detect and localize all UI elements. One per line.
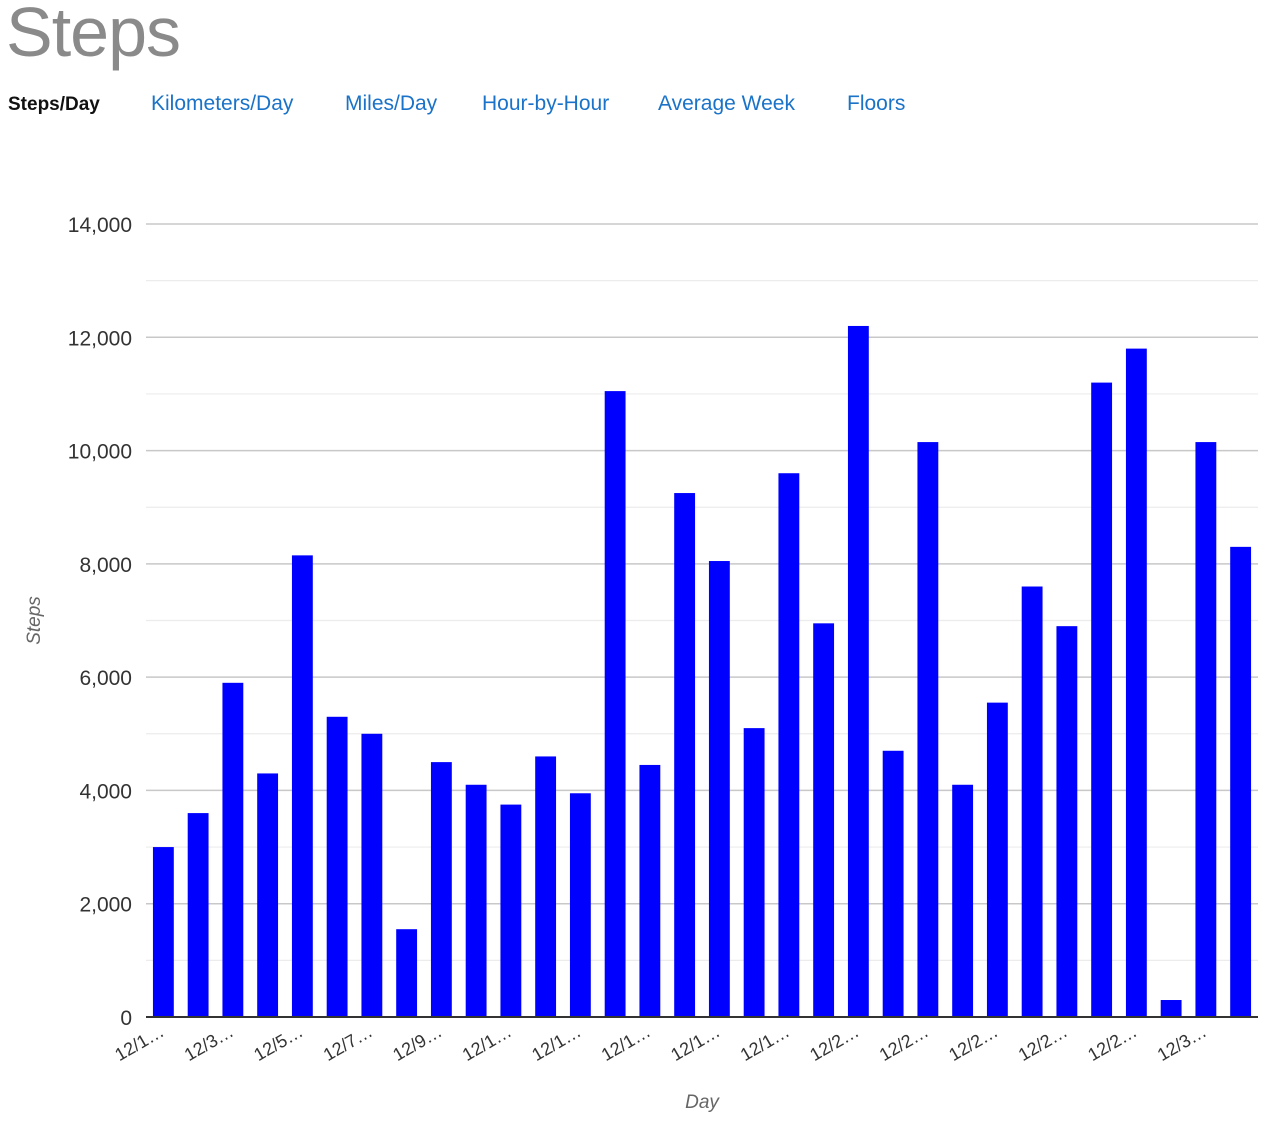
- y-tick-label: 6,000: [79, 667, 132, 690]
- x-tick-label: 12/2…: [1015, 1021, 1071, 1065]
- bar: [986, 702, 1008, 1017]
- tab-kilometers-per-day[interactable]: Kilometers/Day: [151, 92, 294, 115]
- bar: [1056, 626, 1078, 1017]
- x-tick-label: 12/2…: [806, 1021, 862, 1065]
- y-tick-label: 0: [120, 1007, 132, 1030]
- bar: [1125, 348, 1147, 1017]
- bar: [569, 793, 591, 1017]
- bar: [882, 750, 904, 1017]
- y-tick-label: 14,000: [68, 214, 132, 237]
- x-tick-label: 12/9…: [389, 1021, 445, 1065]
- bar: [187, 813, 209, 1017]
- bar: [708, 561, 730, 1017]
- bar: [952, 784, 974, 1017]
- x-tick-label: 12/3…: [181, 1021, 237, 1065]
- x-axis-title: Day: [685, 1092, 720, 1113]
- tab-floors[interactable]: Floors: [847, 92, 906, 115]
- tab-hour-by-hour[interactable]: Hour-by-Hour: [482, 92, 610, 115]
- bar: [604, 391, 626, 1018]
- bar: [361, 733, 383, 1017]
- bar: [813, 623, 835, 1017]
- x-tick-label: 12/1…: [459, 1021, 515, 1065]
- x-tick-label: 12/3…: [1154, 1021, 1210, 1065]
- bar: [291, 555, 313, 1017]
- y-tick-label: 10,000: [68, 441, 132, 464]
- x-tick-label: 12/5…: [250, 1021, 306, 1065]
- bar: [847, 325, 869, 1017]
- x-tick-label: 12/2…: [876, 1021, 932, 1065]
- tab-steps-per-day[interactable]: Steps/Day: [8, 94, 100, 115]
- bar: [500, 804, 522, 1017]
- y-tick-label: 8,000: [79, 554, 132, 577]
- bar: [639, 764, 661, 1017]
- tab-average-week[interactable]: Average Week: [658, 92, 795, 115]
- bar: [396, 929, 418, 1017]
- page-title: Steps: [6, 0, 181, 71]
- bar: [535, 756, 557, 1017]
- tab-miles-per-day[interactable]: Miles/Day: [345, 92, 438, 115]
- bar: [1195, 442, 1217, 1018]
- bar: [152, 847, 174, 1017]
- bar: [1160, 1000, 1182, 1017]
- bar: [222, 682, 244, 1017]
- steps-bar-chart: 02,0004,0006,0008,00010,00012,00014,000 …: [24, 214, 1258, 1113]
- bar: [674, 493, 696, 1017]
- bar: [430, 762, 452, 1017]
- y-tick-label: 12,000: [68, 327, 132, 350]
- x-tick-label: 12/1…: [528, 1021, 584, 1065]
- bar: [778, 473, 800, 1018]
- x-tick-label: 12/1…: [667, 1021, 723, 1065]
- bar: [1091, 382, 1113, 1018]
- y-tick-label: 2,000: [79, 894, 132, 917]
- x-tick-label: 12/1…: [598, 1021, 654, 1065]
- x-tick-label: 12/1…: [737, 1021, 793, 1065]
- bar: [465, 784, 487, 1017]
- y-axis-title: Steps: [24, 596, 45, 645]
- x-tick-label: 12/2…: [1084, 1021, 1140, 1065]
- x-tick-label: 12/2…: [945, 1021, 1001, 1065]
- bar: [326, 716, 348, 1017]
- chart-bars: [152, 325, 1252, 1018]
- bar: [257, 773, 279, 1017]
- bar: [1230, 546, 1252, 1017]
- y-tick-label: 4,000: [79, 780, 132, 803]
- x-tick-label: 12/7…: [320, 1021, 376, 1065]
- bar: [743, 728, 765, 1017]
- y-axis-tick-labels: 0 2,000 4,000 6,000 8,000 10,000 12,000 14,000: [68, 214, 132, 1030]
- bar: [917, 442, 939, 1018]
- x-axis-tick-labels: 12/1… 12/3… 12/5… 12/7… 12/9… 12/1… 12/1… 12/1……: [111, 1021, 1209, 1065]
- bar: [1021, 586, 1043, 1017]
